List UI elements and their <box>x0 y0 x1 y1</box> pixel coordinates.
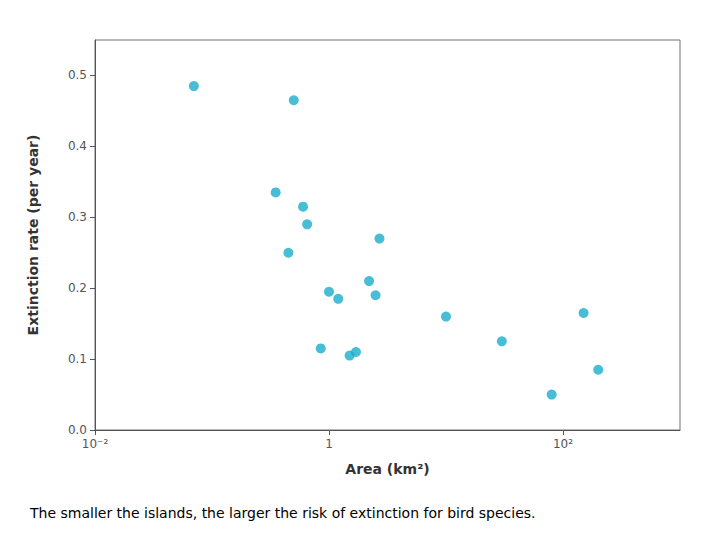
svg-text:0.3: 0.3 <box>68 210 87 224</box>
svg-text:10⁻²: 10⁻² <box>82 437 109 451</box>
svg-text:0.2: 0.2 <box>68 281 87 295</box>
svg-text:Extinction rate (per year): Extinction rate (per year) <box>25 135 41 336</box>
svg-text:0.1: 0.1 <box>68 352 87 366</box>
svg-text:Area (km²): Area (km²) <box>345 461 429 477</box>
svg-text:The smaller the islands, the l: The smaller the islands, the larger the … <box>29 505 536 521</box>
svg-text:10²: 10² <box>553 437 573 451</box>
svg-text:1: 1 <box>325 437 333 451</box>
svg-text:0.0: 0.0 <box>68 423 87 437</box>
svg-text:0.5: 0.5 <box>68 68 87 82</box>
svg-text:0.4: 0.4 <box>68 139 87 153</box>
